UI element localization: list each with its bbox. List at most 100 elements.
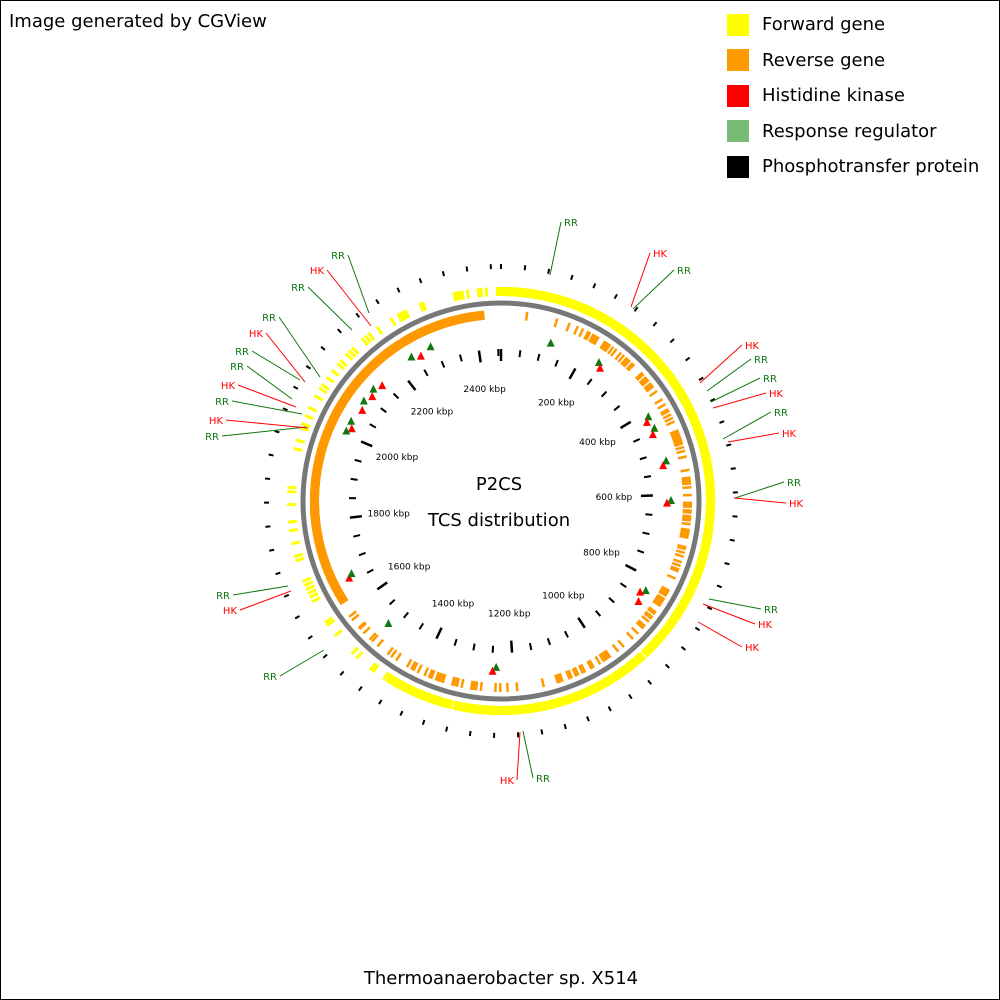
reverse-gene-mark [558,672,564,683]
legend-label: Phosphotransfer protein [762,156,980,178]
reverse-gene-mark [625,631,634,640]
callout-leader [734,481,785,499]
scale-tick [358,551,366,557]
reverse-gene-mark [646,607,656,616]
forward-gene-mark [516,705,521,715]
outer-tick [523,265,527,271]
reverse-gene-mark [660,585,671,593]
forward-gene-mark [465,289,471,299]
outer-tick [293,385,299,390]
reverse-gene-mark [652,600,662,608]
scale-tick [608,597,615,604]
legend: Forward gene Reverse gene Histidine kina… [727,7,979,185]
rr-label: RR [754,355,768,366]
reverse-gene-mark [643,612,653,620]
histidine-kinase-marker [488,666,497,675]
outer-tick [607,706,612,712]
forward-gene-mark [309,592,319,599]
reverse-gene-mark [600,652,608,661]
forward-gene-mark [385,673,393,683]
reverse-gene-mark [357,621,366,630]
outer-tick [664,663,670,669]
forward-gene-mark [421,301,428,311]
rr-label: RR [230,362,244,373]
forward-gene-mark [590,684,597,694]
scale-tick [619,420,632,430]
forward-gene-mark [403,309,411,319]
reverse-gene-mark [671,434,681,441]
reverse-gene-mark [441,673,447,684]
reverse-gene-mark [540,678,546,688]
forward-gene-mark [313,394,324,402]
outer-tick [726,443,732,447]
callout-leader [225,419,309,429]
reverse-gene-mark [682,514,692,518]
outer-tick [694,626,701,632]
reverse-gene-mark [644,610,654,619]
callout-leader [722,411,772,440]
hk-label: HK [223,606,238,617]
forward-gene-mark [580,688,587,699]
forward-gene-mark [368,662,377,672]
reverse-gene-mark [660,587,670,594]
scale-tick [632,438,641,443]
reverse-gene-mark [610,348,618,357]
tick-marks [263,264,738,738]
scale-tick [600,390,608,398]
outer-tick [441,271,446,277]
reverse-gene-mark [604,649,612,659]
histidine-kinase-marker [662,498,671,507]
reverse-gene-mark [591,335,599,345]
forward-gene-mark [325,375,335,384]
reverse-gene-mark [675,445,685,451]
rr-label: RR [536,774,550,785]
reverse-gene-mark [565,322,571,332]
forward-gene-mark [350,346,360,355]
reverse-gene-mark [681,521,691,526]
reverse-gene-mark [676,449,686,455]
forward-gene-mark [344,352,354,361]
reverse-gene-mark [680,529,690,534]
reverse-gene-mark [412,662,419,672]
forward-gene-mark [339,358,348,368]
histidine-kinase-marker [634,596,643,605]
reverse-gene-mark [681,480,692,484]
generator-credit: Image generated by CGView [9,11,267,32]
outer-tick [445,726,449,732]
outer-tick [468,730,472,737]
reverse-gene-mark [358,622,367,631]
reverse-gene-mark [672,438,683,444]
reverse-gene-mark [580,663,587,673]
forward-gene-mark [347,349,357,358]
reverse-gene-mark [600,341,609,351]
outer-tick [418,278,423,284]
reverse-gene-mark [460,678,465,689]
callout-leader [727,432,780,443]
reverse-gene-mark [682,482,692,486]
tcs-markers [342,338,675,675]
hk-label: HK [310,266,325,277]
reverse-gene-mark [669,429,679,435]
reverse-gene-mark [670,430,680,437]
callout-leader [699,344,743,384]
outer-tick [307,635,313,640]
forward-gene-mark [418,302,425,312]
outer-tick [586,716,590,722]
reverse-gene-mark [680,527,690,532]
outer-tick [709,397,716,402]
forward-gene-mark [295,438,305,444]
forward-gene-mark [311,596,321,604]
histidine-kinase-marker [368,392,377,401]
reverse-gene-mark [427,669,434,679]
response-regulator-marker [492,662,501,671]
reverse-gene-mark [630,626,640,635]
scale-tick [586,378,593,386]
callout-leader [239,590,292,611]
outer-tick [547,268,551,275]
reverse-gene-mark [573,325,580,335]
outer-tick [265,525,271,528]
scale-tick [380,407,387,414]
forward-gene-mark [460,290,465,300]
reverse-gene-mark [589,334,597,344]
response-regulator-marker [407,352,416,361]
